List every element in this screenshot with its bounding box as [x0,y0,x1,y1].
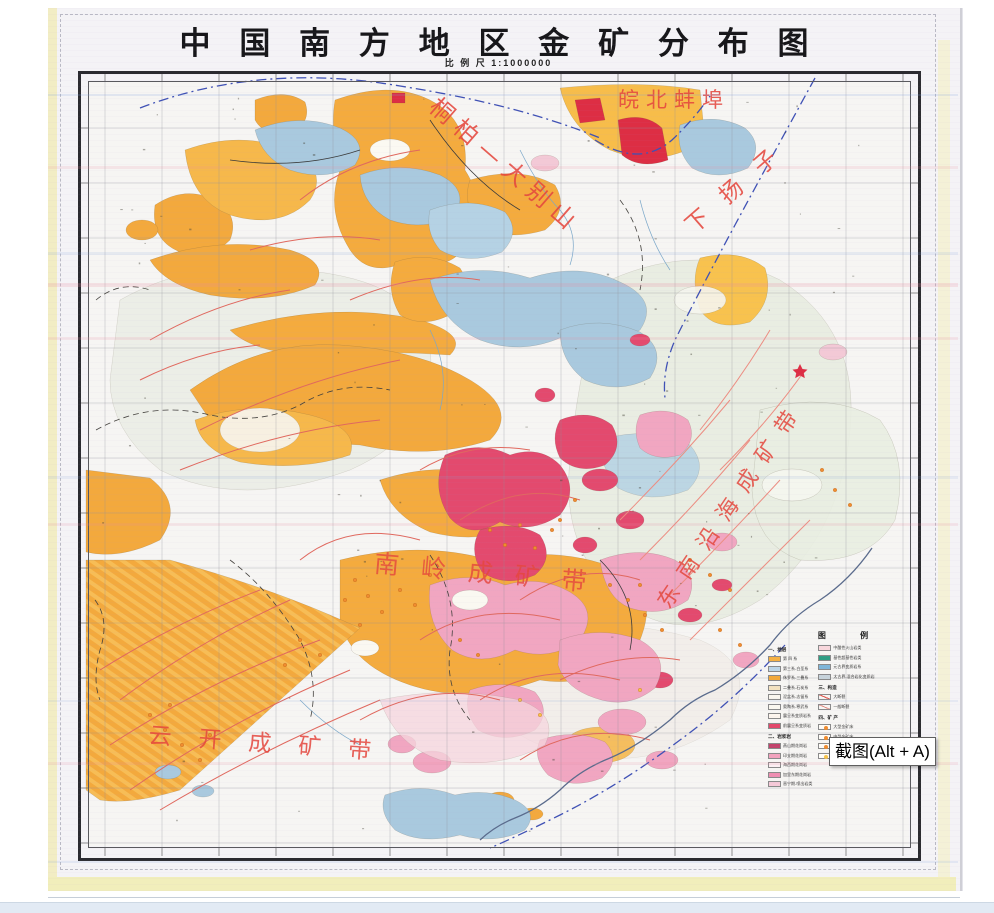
sheet-left-edge [48,8,57,891]
legend-section-header: 三、构造 [818,685,837,690]
coastline [479,547,873,841]
legend-swatch [818,645,832,652]
legend-label: 侏罗系-三叠系 [783,675,809,681]
legend-item: 前震旦系变质岩 [768,722,812,730]
legend-item: 第三系-白垩系 [768,665,812,673]
legend-label: 第 四 系 [783,656,798,662]
legend-label: 泥盆系-志留系 [783,694,809,700]
scale-label: 比 例 尺 [444,58,487,68]
scale-value: 1:1000000 [491,58,553,68]
province-boundaries [94,199,643,721]
legend-swatch [768,752,781,759]
legend-item: 侏罗系-三叠系 [768,675,812,682]
legend-label: 中酸性火山岩类 [833,645,862,651]
graticule [89,82,910,847]
legend-label: 加里东期花岗岩 [783,771,811,777]
legend-item: 晋宁期-喷出岩类 [768,781,812,788]
legend-item: 中酸性火山岩类 [818,645,874,652]
legend-swatch [768,694,781,701]
legend-swatch [768,665,781,672]
legend-item: 加里东期花岗岩 [768,771,812,779]
legend-section-header: 二、岩浆岩 [768,734,791,739]
legend-swatch [768,771,781,778]
mineral-deposit-dots [148,364,852,762]
legend-swatch [768,722,781,729]
sheet-bottom-edge [48,877,956,891]
legend-label: 大型金矿床 [833,724,854,730]
legend-section-header: 四、矿 产 [818,715,838,720]
legend-item: 泥盆系-志留系 [768,694,812,701]
legend-label: 基性超基性岩类 [833,654,862,660]
legend-swatch [768,684,781,691]
legend-item: 印支期花岗岩 [768,752,812,760]
map-outer-frame [78,71,921,861]
legend-swatch [768,762,781,769]
railway-lines [229,119,633,651]
legend-item: 二叠系-石炭系 [768,684,812,692]
legend-label: 大断裂 [833,694,846,700]
map-scale: 比 例 尺 1:1000000 [88,56,909,69]
legend-swatch [818,664,832,671]
legend-section-header: 一、地层 [768,647,787,652]
legend-col-right: 中酸性火山岩类 基性超基性岩类 元古界变质岩系太古界-混合岩化变质岩三、构造大断裂一… [818,645,875,788]
legend-item: 燕山期花岗岩 [768,743,812,750]
legend-swatch [768,675,781,682]
legend-swatch [768,743,781,750]
sheet-right-edge [938,40,950,880]
legend-item: 基性超基性岩类 [818,654,874,662]
legend-item: 第 四 系 [768,656,812,663]
legend-swatch [818,703,832,710]
legend-label: 一般断裂 [833,703,850,709]
legend-swatch [818,654,832,661]
rivers [299,149,671,746]
bottom-edge-bar [0,902,994,913]
map-title: 中 国 南 方 地 区 金 矿 分 布 图 [179,26,818,62]
legend-item: 元古界变质岩系 [818,664,874,671]
legend-label: 第三系-白垩系 [783,665,809,671]
legend-swatch [768,703,781,710]
legend-swatch [818,673,832,680]
legend-swatch [768,656,781,663]
legend-label: 奥陶系-寒武系 [783,703,809,709]
region-label-wanbei-bengbu: 皖北蚌埠 [618,88,730,112]
tectonic-boundary-lines [139,77,816,849]
legend-item: 大型金矿床 [818,724,874,731]
legend-label: 燕山期花岗岩 [783,743,807,749]
legend-label: 元古界变质岩系 [833,664,862,670]
legend-swatch [818,733,832,740]
legend-label: 前震旦系变质岩 [783,722,811,728]
legend-swatch [768,713,781,720]
screenshot-tooltip[interactable]: 截图(Alt + A) [829,737,936,766]
map-inner-frame [88,81,911,848]
legend-item: 大断裂 [818,694,874,701]
map-text-specks [102,97,860,832]
legend-label: 太古界-混合岩化变质岩 [833,673,875,679]
legend-item: 奥陶系-寒武系 [768,703,812,711]
legend-title: 图 例 [817,631,885,640]
page-divider-line [48,897,960,898]
legend-item: 震旦系变质岩系 [768,713,812,720]
legend-item: 中型金矿床 [818,733,874,741]
legend-swatch [768,781,781,788]
legend-item: 一般断裂 [818,703,874,711]
legend-item: 海西期花岗岩 [768,762,812,769]
legend-col-left: 一、地层第 四 系第三系-白垩系 侏罗系-三叠系 二叠系-石炭系 泥盆系-志留系 奥陶系… [768,645,812,788]
legend-swatch [818,724,832,731]
fault-lines [99,149,811,811]
legend-item: 太古界-混合岩化变质岩 [818,673,875,681]
perforation-border [60,14,936,870]
legend-label: 海西期花岗岩 [783,762,807,768]
legend-label: 印支期花岗岩 [783,752,807,758]
legend-label: 晋宁期-喷出岩类 [783,781,813,787]
legend-label: 中型金矿床 [833,734,853,740]
legend-label: 二叠系-石炭系 [783,684,809,690]
legend-swatch [818,694,832,701]
legend-label: 震旦系变质岩系 [783,713,811,719]
